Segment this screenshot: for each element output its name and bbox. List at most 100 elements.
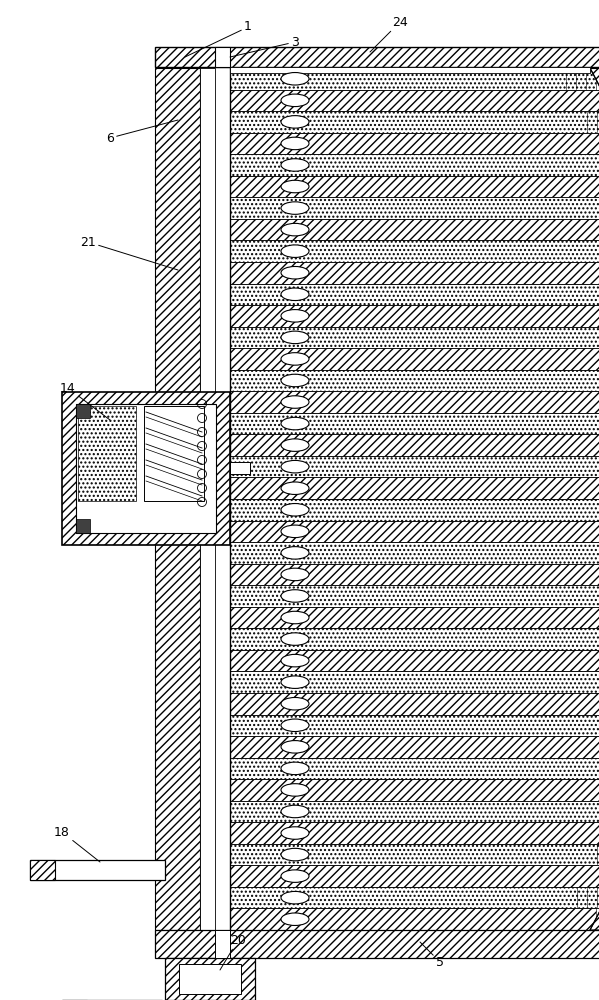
Bar: [30, 860, 165, 880]
Bar: [30, 860, 55, 880]
Polygon shape: [230, 133, 599, 154]
Bar: [215, 47, 230, 67]
Polygon shape: [230, 801, 599, 822]
Polygon shape: [230, 327, 599, 348]
Bar: [200, 68, 215, 930]
Ellipse shape: [281, 568, 309, 581]
Ellipse shape: [281, 784, 309, 796]
Ellipse shape: [281, 482, 309, 494]
Ellipse shape: [281, 633, 309, 645]
Ellipse shape: [281, 116, 309, 128]
Ellipse shape: [281, 504, 309, 516]
Polygon shape: [230, 521, 599, 542]
Polygon shape: [230, 908, 595, 930]
Ellipse shape: [281, 547, 309, 559]
Ellipse shape: [281, 223, 309, 236]
Ellipse shape: [281, 654, 309, 667]
Ellipse shape: [281, 827, 309, 839]
Polygon shape: [230, 68, 595, 90]
Ellipse shape: [281, 245, 309, 257]
Bar: [76, 519, 90, 533]
Ellipse shape: [281, 353, 309, 365]
Text: 1: 1: [185, 20, 252, 57]
Text: 21: 21: [80, 235, 178, 270]
Text: 20: 20: [220, 934, 246, 970]
Ellipse shape: [281, 848, 309, 861]
Bar: [179, 964, 241, 994]
Polygon shape: [230, 564, 599, 585]
Polygon shape: [230, 154, 599, 176]
Polygon shape: [230, 758, 599, 779]
Bar: [230, 462, 250, 474]
Polygon shape: [230, 844, 599, 865]
Polygon shape: [230, 90, 599, 111]
Bar: [76, 404, 216, 533]
Polygon shape: [230, 714, 599, 736]
Ellipse shape: [281, 396, 309, 408]
Polygon shape: [230, 240, 599, 262]
Bar: [230, 67, 590, 73]
Bar: [155, 47, 599, 67]
Text: 24: 24: [370, 15, 408, 52]
Polygon shape: [230, 607, 599, 628]
Ellipse shape: [281, 94, 309, 107]
Bar: [62, 392, 230, 545]
Polygon shape: [230, 176, 599, 197]
Ellipse shape: [281, 611, 309, 624]
Polygon shape: [230, 370, 599, 391]
Polygon shape: [230, 305, 599, 327]
Ellipse shape: [281, 374, 309, 387]
Ellipse shape: [281, 310, 309, 322]
Bar: [78, 406, 136, 501]
Bar: [144, 406, 204, 501]
Polygon shape: [230, 887, 599, 908]
Polygon shape: [230, 499, 599, 521]
Polygon shape: [230, 650, 599, 671]
Ellipse shape: [281, 590, 309, 602]
Ellipse shape: [281, 331, 309, 344]
Polygon shape: [230, 865, 599, 887]
Polygon shape: [230, 197, 599, 219]
Polygon shape: [230, 671, 599, 693]
Ellipse shape: [281, 266, 309, 279]
Ellipse shape: [281, 460, 309, 473]
Polygon shape: [230, 456, 599, 477]
Ellipse shape: [281, 891, 309, 904]
Polygon shape: [590, 68, 599, 930]
Bar: [155, 68, 200, 930]
Ellipse shape: [281, 741, 309, 753]
Ellipse shape: [281, 159, 309, 171]
Polygon shape: [230, 736, 599, 758]
Bar: [76, 404, 90, 418]
Polygon shape: [230, 477, 599, 499]
Polygon shape: [230, 822, 599, 844]
Ellipse shape: [281, 697, 309, 710]
Ellipse shape: [281, 719, 309, 732]
Ellipse shape: [281, 762, 309, 775]
Ellipse shape: [281, 439, 309, 451]
Bar: [155, 930, 599, 958]
Polygon shape: [230, 111, 599, 133]
Ellipse shape: [281, 202, 309, 214]
Polygon shape: [230, 542, 599, 564]
Polygon shape: [230, 434, 599, 456]
Text: 6: 6: [106, 120, 178, 144]
Text: 3: 3: [230, 35, 299, 57]
Ellipse shape: [281, 288, 309, 301]
Polygon shape: [230, 628, 599, 650]
Ellipse shape: [281, 913, 309, 925]
Ellipse shape: [281, 180, 309, 193]
Text: 23: 23: [0, 999, 1, 1000]
Ellipse shape: [281, 73, 309, 85]
Polygon shape: [230, 348, 599, 370]
Text: 5: 5: [420, 942, 444, 968]
Polygon shape: [230, 284, 599, 305]
Ellipse shape: [281, 417, 309, 430]
Ellipse shape: [281, 137, 309, 150]
Polygon shape: [230, 262, 599, 284]
Polygon shape: [230, 585, 599, 607]
Ellipse shape: [281, 805, 309, 818]
Ellipse shape: [281, 676, 309, 688]
Polygon shape: [230, 413, 599, 434]
Text: 17: 17: [0, 999, 1, 1000]
